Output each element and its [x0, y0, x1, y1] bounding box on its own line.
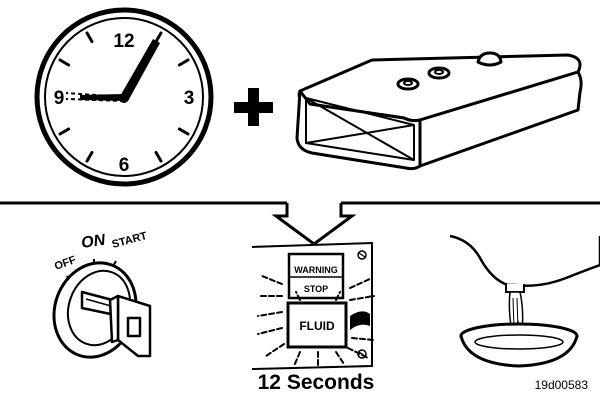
tick-1 [154, 31, 163, 44]
ignition-key [80, 290, 152, 358]
clock-tick-marks [58, 31, 190, 163]
ignition-start-label: START [111, 230, 149, 251]
clock-minute-hand [119, 39, 160, 101]
tick-5 [154, 150, 163, 163]
tank-brace-b [305, 124, 415, 144]
tick-11 [85, 31, 94, 44]
drain-plug-outlet [505, 284, 525, 293]
drain-housing [449, 234, 600, 287]
ignition-switch: OFF ON START [52, 230, 152, 359]
panel-side-gauge [350, 311, 370, 330]
clock-hour-hand [80, 94, 124, 101]
tick-4 [177, 127, 190, 136]
stop-text: STOP [304, 284, 328, 294]
tank-fitting-2-core [434, 69, 444, 75]
clock-center-pin [119, 93, 129, 103]
down-arrow-icon [271, 203, 357, 246]
ignition-on-label: ON [80, 232, 107, 252]
clock-numeral-9: 9 [54, 88, 65, 109]
fluid-text: FLUID [299, 319, 335, 333]
warning-lamp-box [287, 252, 345, 300]
panel-screw-top-slot [358, 252, 366, 258]
tank-brace-a [305, 97, 415, 161]
fluid-lamp-box [286, 301, 348, 349]
clock: 12 3 6 9 [34, 7, 214, 187]
tick-10 [58, 58, 71, 67]
fluid-tank [295, 51, 583, 171]
clock-numeral-3: 3 [184, 88, 195, 109]
drain-pan-fluid [474, 334, 564, 350]
drain-scene [449, 234, 600, 368]
key-head-side [108, 294, 120, 344]
warning-text: WARNING [294, 265, 338, 275]
key-head-slot [126, 316, 142, 338]
divider-with-arrow [0, 201, 600, 246]
duration-caption: 12 Seconds [258, 371, 375, 394]
warning-panel: WARNING STOP FLUID [251, 241, 375, 370]
clock-numeral-12: 12 [113, 31, 134, 52]
tick-2 [177, 58, 190, 67]
tank-side-face [418, 70, 583, 168]
tick-7 [85, 150, 94, 163]
tick-8 [58, 127, 71, 136]
ignition-off-label: OFF [53, 254, 78, 273]
tank-filler-cap [476, 51, 503, 67]
tank-fitting-1-core [403, 80, 413, 86]
clock-numeral-6: 6 [119, 155, 130, 176]
flashing-rays [257, 275, 375, 369]
plus-icon [234, 88, 273, 126]
figure-code: 19d00583 [535, 378, 589, 392]
